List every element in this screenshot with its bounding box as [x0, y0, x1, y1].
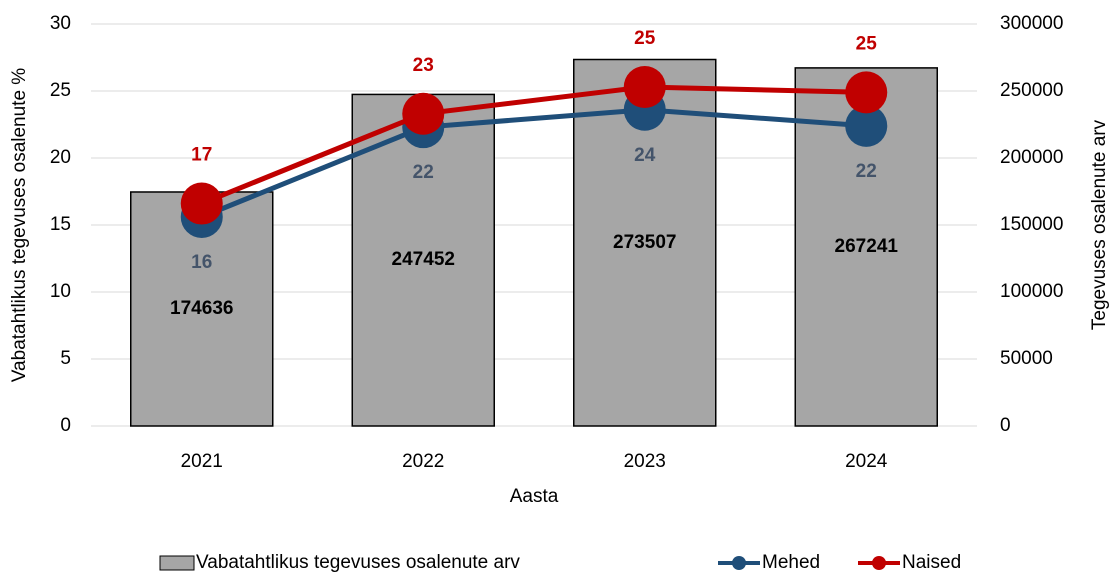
- bar: [351, 93, 495, 427]
- y2-axis-title: Tegevuses osalenute arv: [1089, 119, 1110, 330]
- marker: [623, 65, 666, 108]
- legend-label: Naised: [902, 552, 961, 573]
- marker: [845, 104, 888, 147]
- point-label: 22: [413, 162, 434, 183]
- y-tick-label: 5: [60, 348, 71, 369]
- x-tick-label: 2022: [402, 451, 444, 472]
- line: [200, 84, 867, 206]
- y-tick-label: 10: [50, 281, 71, 302]
- y-tick-label: 20: [50, 147, 71, 168]
- marker: [845, 71, 888, 114]
- legend-swatch: [732, 556, 746, 570]
- bar-label: 267241: [835, 236, 899, 257]
- y2-tick-label: 250000: [1000, 80, 1063, 101]
- y2-tick-label: 50000: [1000, 348, 1053, 369]
- point-label: 23: [413, 55, 434, 76]
- point-label: 25: [856, 33, 878, 54]
- y-axis-title: Vabatahtlikus tegevuses osalenute %: [9, 68, 30, 383]
- x-tick-label: 2023: [624, 451, 666, 472]
- x-tick-label: 2021: [181, 451, 223, 472]
- y-tick-label: 30: [50, 13, 71, 34]
- y2-tick-label: 200000: [1000, 147, 1063, 168]
- point-label: 16: [191, 252, 212, 273]
- y2-tick-label: 100000: [1000, 281, 1063, 302]
- marker: [402, 92, 445, 135]
- legend-label: Mehed: [762, 552, 820, 573]
- point-label: 22: [856, 161, 877, 182]
- x-tick-label: 2024: [845, 451, 888, 472]
- y-tick-label: 0: [60, 415, 71, 436]
- marker: [180, 182, 223, 225]
- y2-tick-label: 150000: [1000, 214, 1063, 235]
- y2-tick-label: 0: [1000, 415, 1011, 436]
- point-label: 24: [634, 145, 656, 166]
- bar-label: 247452: [392, 249, 455, 270]
- line: [200, 107, 867, 220]
- x-axis-title: Aasta: [510, 486, 559, 507]
- legend-swatch: [159, 555, 195, 571]
- y-tick-label: 15: [50, 214, 71, 235]
- y-tick-label: 25: [50, 80, 71, 101]
- legend-label: Vabatahtlikus tegevuses osalenute arv: [196, 552, 520, 573]
- bar-label: 174636: [170, 298, 233, 319]
- y2-tick-label: 300000: [1000, 13, 1063, 34]
- point-label: 25: [634, 28, 656, 49]
- point-label: 17: [191, 145, 212, 166]
- bar-label: 273507: [613, 232, 676, 253]
- legend-swatch: [872, 556, 886, 570]
